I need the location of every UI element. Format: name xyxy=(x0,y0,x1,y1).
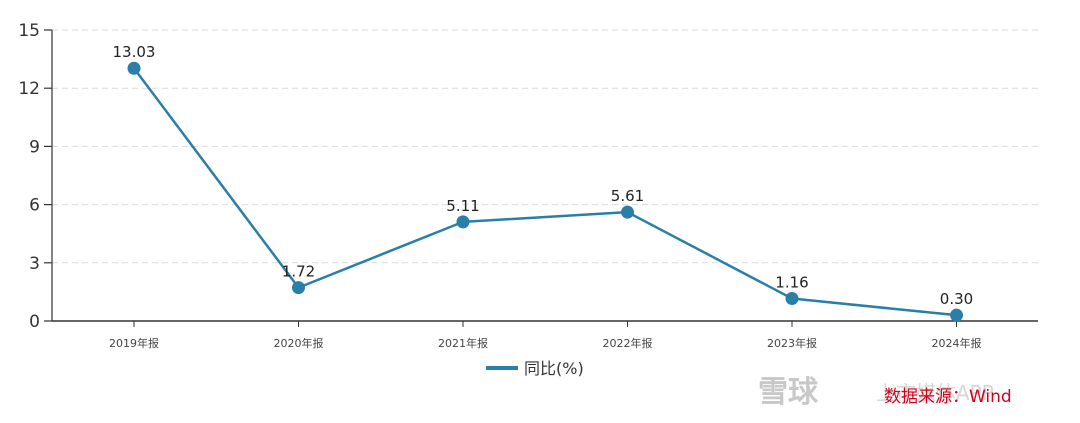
x-tick-label: 2023年报 xyxy=(767,336,817,350)
y-tick-label: 15 xyxy=(18,21,40,41)
y-axis-ticks: 0 3 6 9 12 15 xyxy=(18,21,53,332)
data-point xyxy=(785,291,799,305)
data-label: 0.30 xyxy=(940,290,973,308)
series-group: 13.03 1.72 5.11 5.61 1.16 0.30 xyxy=(113,43,973,322)
watermark-text: 上市媒体APP xyxy=(876,381,994,405)
y-tick-label: 3 xyxy=(29,254,40,274)
legend: 同比(%) xyxy=(486,359,584,378)
data-point xyxy=(950,308,963,322)
y-tick-label: 12 xyxy=(18,79,40,99)
x-tick-label: 2019年报 xyxy=(109,336,159,350)
data-label: 13.03 xyxy=(113,43,156,61)
x-tick-label: 2022年报 xyxy=(603,336,653,350)
data-label: 5.11 xyxy=(446,197,479,215)
data-label: 1.72 xyxy=(282,263,315,281)
data-label: 1.16 xyxy=(775,273,808,291)
x-tick-label: 2021年报 xyxy=(438,336,488,350)
legend-label: 同比(%) xyxy=(524,359,584,378)
watermark-logo: 雪球 xyxy=(758,375,819,410)
x-tick-label: 2024年报 xyxy=(932,336,982,350)
y-tick-label: 9 xyxy=(29,137,40,157)
grid-lines xyxy=(52,29,1038,264)
x-tick-label: 2020年报 xyxy=(274,336,324,350)
y-tick-label: 6 xyxy=(29,196,40,216)
data-point xyxy=(621,205,634,219)
data-label: 5.61 xyxy=(611,187,644,205)
data-point xyxy=(292,281,305,295)
y-tick-label: 0 xyxy=(29,312,40,332)
x-axis-ticks: 2019年报 2020年报 2021年报 2022年报 2023年报 2024年报 xyxy=(109,321,982,350)
data-point xyxy=(127,61,141,75)
watermark: 雪球 上市媒体APP xyxy=(758,375,994,410)
data-point xyxy=(456,215,470,229)
data-source-note: 数据来源：Wind xyxy=(884,387,1012,407)
series-line xyxy=(132,67,957,317)
